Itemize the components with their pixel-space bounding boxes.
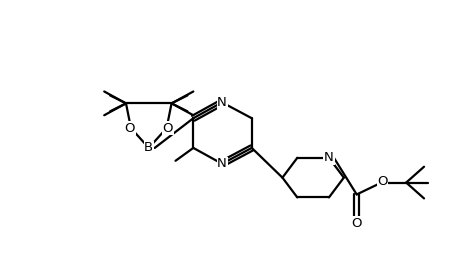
Text: O: O	[377, 175, 388, 188]
Text: N: N	[217, 157, 227, 170]
Text: N: N	[217, 96, 227, 109]
Text: B: B	[144, 141, 153, 155]
Text: O: O	[163, 122, 173, 135]
Text: O: O	[125, 122, 135, 135]
Text: O: O	[351, 217, 362, 230]
Text: N: N	[324, 151, 334, 164]
